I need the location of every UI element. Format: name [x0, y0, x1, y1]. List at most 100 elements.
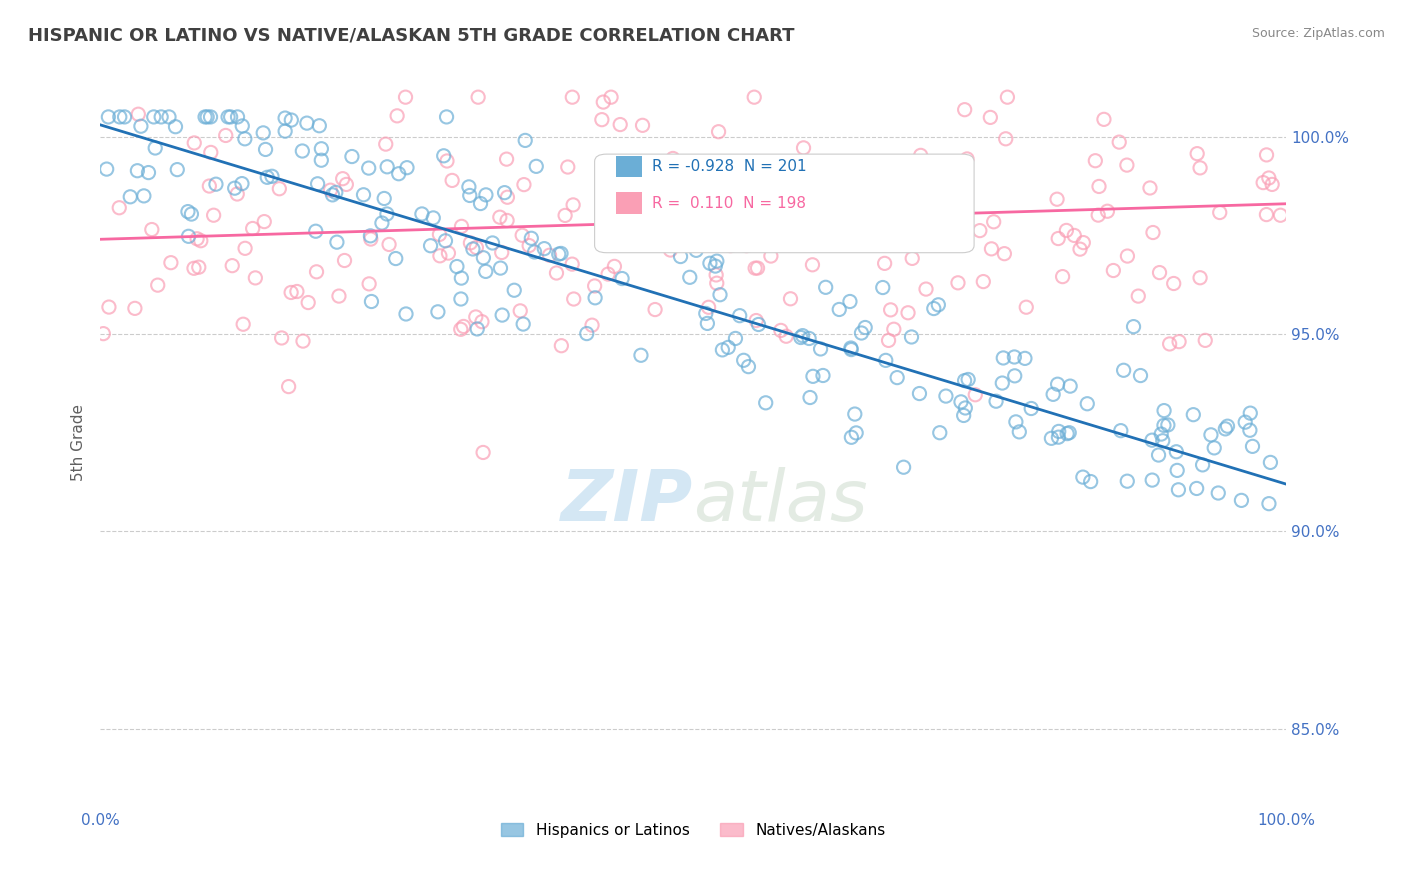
- Point: [450, 219, 472, 234]
- Point: [183, 136, 205, 150]
- Point: [794, 234, 817, 248]
- Point: [797, 331, 820, 345]
- Point: [200, 145, 222, 160]
- Point: [232, 317, 254, 331]
- Point: [450, 322, 472, 336]
- Point: [1109, 424, 1132, 438]
- Point: [742, 207, 765, 221]
- Point: [609, 227, 631, 241]
- Point: [662, 152, 685, 166]
- Point: [595, 223, 617, 237]
- Point: [132, 189, 155, 203]
- Point: [311, 142, 333, 156]
- Point: [129, 120, 152, 134]
- Point: [758, 183, 780, 197]
- Point: [411, 207, 433, 221]
- Point: [1153, 418, 1175, 433]
- Point: [747, 318, 769, 332]
- Point: [793, 141, 815, 155]
- Point: [114, 110, 136, 124]
- Point: [994, 132, 1017, 146]
- Point: [790, 330, 813, 344]
- Point: [1140, 433, 1163, 447]
- Point: [979, 111, 1001, 125]
- Point: [814, 280, 837, 294]
- Point: [832, 192, 855, 206]
- Point: [557, 160, 579, 174]
- Point: [952, 409, 974, 423]
- Point: [914, 221, 936, 235]
- Point: [1087, 208, 1109, 222]
- Point: [948, 193, 970, 207]
- Point: [1128, 289, 1150, 303]
- Point: [1046, 192, 1069, 206]
- Point: [550, 246, 572, 260]
- Point: [186, 232, 208, 246]
- Point: [260, 169, 283, 184]
- Point: [953, 103, 976, 117]
- Point: [717, 340, 740, 354]
- Point: [194, 110, 217, 124]
- Point: [839, 294, 862, 309]
- Point: [815, 211, 838, 225]
- Point: [675, 235, 697, 250]
- Point: [984, 394, 1007, 409]
- Point: [217, 110, 239, 124]
- Point: [1168, 334, 1191, 349]
- Point: [494, 186, 516, 200]
- Point: [583, 279, 606, 293]
- Point: [471, 315, 494, 329]
- Point: [745, 313, 768, 327]
- Point: [953, 374, 976, 388]
- Point: [1167, 483, 1189, 497]
- Point: [769, 323, 792, 337]
- Point: [474, 264, 496, 278]
- Point: [1159, 337, 1181, 351]
- Point: [1056, 426, 1078, 441]
- Point: [496, 213, 519, 227]
- Point: [1191, 458, 1213, 472]
- Point: [596, 193, 619, 207]
- Point: [592, 95, 614, 109]
- Text: atlas: atlas: [693, 467, 868, 535]
- Point: [195, 110, 218, 124]
- Point: [472, 445, 495, 459]
- Point: [799, 391, 821, 405]
- Point: [533, 242, 555, 256]
- Point: [190, 234, 212, 248]
- Point: [915, 282, 938, 296]
- Point: [889, 203, 911, 218]
- Point: [292, 334, 315, 348]
- Point: [215, 128, 238, 143]
- Point: [561, 257, 583, 271]
- Point: [792, 328, 814, 343]
- Point: [205, 178, 228, 192]
- Point: [737, 359, 759, 374]
- Point: [274, 124, 297, 138]
- Point: [1185, 146, 1208, 161]
- Point: [429, 227, 451, 242]
- Point: [1046, 377, 1069, 392]
- Point: [1239, 406, 1261, 420]
- Point: [1084, 153, 1107, 168]
- Point: [980, 242, 1002, 256]
- Point: [742, 90, 765, 104]
- Point: [837, 225, 859, 239]
- Point: [388, 167, 411, 181]
- Point: [353, 187, 375, 202]
- Point: [496, 190, 519, 204]
- Point: [593, 218, 616, 232]
- Point: [1015, 300, 1038, 314]
- Point: [120, 190, 142, 204]
- Point: [602, 231, 624, 245]
- Text: HISPANIC OR LATINO VS NATIVE/ALASKAN 5TH GRADE CORRELATION CHART: HISPANIC OR LATINO VS NATIVE/ALASKAN 5TH…: [28, 27, 794, 45]
- Point: [1115, 158, 1137, 172]
- Point: [733, 353, 755, 368]
- Point: [844, 407, 866, 421]
- Point: [374, 137, 396, 152]
- Point: [929, 208, 952, 222]
- Point: [127, 107, 149, 121]
- Point: [747, 261, 769, 276]
- Point: [562, 292, 585, 306]
- Point: [245, 271, 267, 285]
